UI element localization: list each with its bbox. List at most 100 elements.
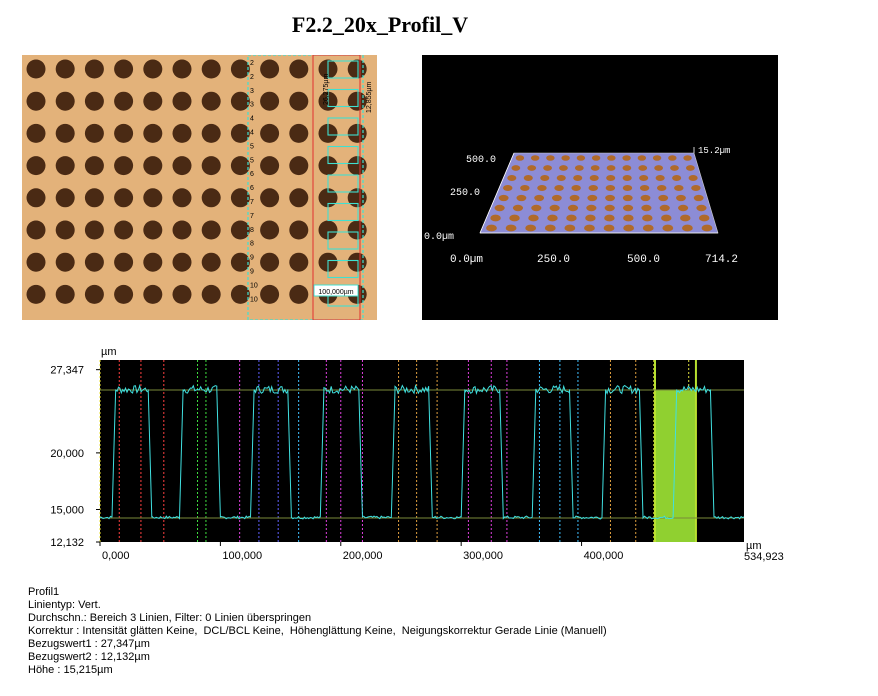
- 3d-bump: [527, 165, 537, 171]
- info-line-reference-1: Bezugswert1 : 27,347µm: [28, 638, 150, 650]
- 3d-bump: [606, 165, 616, 171]
- 3d-bump: [622, 194, 633, 202]
- info-line-line-type: Linientyp: Vert.: [28, 599, 101, 611]
- 3d-bump: [642, 224, 654, 232]
- micrograph-dot: [26, 220, 46, 240]
- micrograph-dot: [114, 188, 134, 208]
- micrograph-dot: [143, 188, 163, 208]
- 3d-bump: [606, 175, 616, 181]
- micrograph-dot: [289, 156, 309, 176]
- 3d-bump: [605, 194, 615, 202]
- 3d-bump: [556, 175, 566, 181]
- profile-trace: [99, 383, 745, 520]
- 3d-x-label-500: 500.0: [627, 254, 660, 266]
- 3d-bump: [586, 204, 597, 212]
- 3d-bump: [622, 184, 633, 192]
- x-tick-label: 200,000: [343, 550, 383, 562]
- 3d-bump: [683, 155, 692, 161]
- 3d-bump: [603, 224, 615, 232]
- 3d-bump: [680, 214, 691, 222]
- micrograph-dot: [318, 220, 338, 240]
- 3d-bump: [585, 214, 596, 222]
- micrograph-dot: [26, 284, 46, 304]
- 3d-bump: [676, 194, 686, 202]
- measure-cell: [327, 259, 359, 279]
- micrograph-dot: [84, 252, 104, 272]
- 3d-bump: [623, 204, 634, 212]
- 3d-bump: [494, 204, 505, 212]
- 3d-bump: [551, 194, 562, 202]
- 3d-bump: [503, 184, 513, 192]
- micrograph-dot: [26, 252, 46, 272]
- micrograph-dot: [260, 188, 280, 208]
- micrograph-dot: [55, 284, 75, 304]
- 3d-bump: [637, 155, 647, 161]
- selected-band[interactable]: [655, 389, 696, 542]
- micrograph-dot: [201, 284, 221, 304]
- micrograph-dot: [84, 123, 104, 143]
- 3d-bump: [509, 214, 520, 222]
- micrograph-row-label: 10: [250, 296, 258, 303]
- micrograph-dot: [26, 91, 46, 111]
- 3d-bump: [691, 184, 701, 192]
- micrograph-dot: [230, 220, 250, 240]
- x-tick-label: 400,000: [584, 550, 624, 562]
- 3d-bump: [604, 204, 615, 212]
- micrograph-dot: [172, 220, 192, 240]
- 3d-bump: [661, 214, 672, 222]
- micrograph-dot: [289, 59, 309, 79]
- plot-area: [100, 360, 744, 542]
- 3d-bump: [574, 165, 584, 171]
- micrograph-dot: [318, 188, 338, 208]
- 3d-bump: [569, 194, 580, 202]
- micrograph-dot: [143, 220, 163, 240]
- micrograph-dot: [172, 156, 192, 176]
- micrograph-row-label: 2: [250, 60, 254, 67]
- measure-cell: [327, 174, 359, 193]
- micrograph-dot: [289, 188, 309, 208]
- micrograph-dot: [260, 156, 280, 176]
- micrograph-row-label: 6: [250, 185, 254, 192]
- 3d-bump: [515, 155, 525, 161]
- x-axis-unit: µm: [746, 540, 762, 552]
- micrograph-dot: [114, 284, 134, 304]
- micrograph-dot: [55, 252, 75, 272]
- 3d-bump: [640, 194, 651, 202]
- micrograph-dot: [114, 123, 134, 143]
- 3d-bump: [507, 175, 517, 181]
- 3d-bump: [589, 175, 599, 181]
- scale-bar-box: [313, 284, 359, 297]
- micrograph-dot: [347, 156, 367, 176]
- 3d-bump: [672, 175, 682, 181]
- 3d-y-axis: [479, 152, 515, 234]
- micrograph-dot: [172, 91, 192, 111]
- micrograph-dot: [201, 156, 221, 176]
- 3d-bump: [505, 224, 517, 232]
- micrograph-dot: [26, 59, 46, 79]
- 3d-bump: [546, 155, 555, 161]
- micrograph-dot: [347, 252, 367, 272]
- micrograph-dot: [201, 252, 221, 272]
- 3d-bump: [564, 224, 576, 232]
- 3d-view: 15.2µm 500.0 250.0 0.0µm 0.0µm 250.0 500…: [422, 55, 778, 320]
- 3d-x-label-250: 250.0: [537, 254, 570, 266]
- micrograph-dot: [230, 123, 250, 143]
- 3d-bump: [511, 165, 521, 171]
- 3d-bump: [516, 194, 527, 202]
- x-tick-label: 0,000: [102, 550, 130, 562]
- 3d-x-label-714: 714.2: [705, 254, 738, 266]
- micrograph-dot: [260, 91, 280, 111]
- profile-chart: 27,347 20,000 15,000 12,132 0,000 100,000 200…: [50, 346, 783, 563]
- 3d-bump: [639, 184, 650, 192]
- 3d-bump: [623, 224, 635, 232]
- micrograph-row-label: 8: [250, 227, 254, 234]
- 3d-bump: [587, 194, 598, 202]
- micrograph-dot: [289, 91, 309, 111]
- micrograph-row-label: 7: [250, 199, 254, 206]
- page-title: F2.2_20x_Profil_V: [291, 12, 469, 37]
- micrograph-dot: [260, 220, 280, 240]
- micrograph-dot: [289, 284, 309, 304]
- micrograph-dot: [114, 252, 134, 272]
- 3d-bump: [604, 214, 615, 222]
- micrograph-dot: [289, 252, 309, 272]
